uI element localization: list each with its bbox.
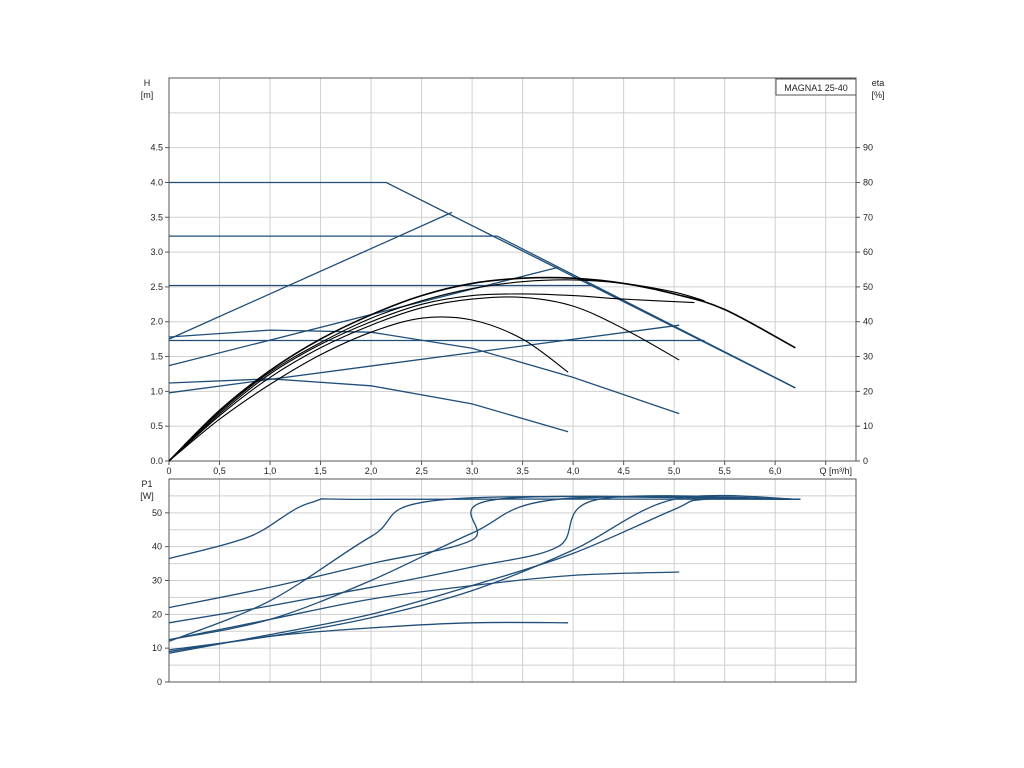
power-curve xyxy=(168,498,801,560)
head-efficiency-panel: 0.0 0.5 1.0 1.5 2.0 2.5 3.0 3.5 4.0 4.5 0 10 20 30 40 5… xyxy=(141,77,885,476)
x-tick-label: 0 xyxy=(166,466,171,476)
y2-axis-label: eta xyxy=(872,78,885,88)
y-tick-label: 1.5 xyxy=(150,352,163,362)
y-tick-label: 20 xyxy=(152,609,162,619)
x-tick-label: 3,0 xyxy=(466,466,479,476)
y2-tick-label: 70 xyxy=(863,212,873,222)
plot-frame xyxy=(168,77,857,462)
y2-tick-label: 90 xyxy=(863,143,873,153)
power-curve xyxy=(168,497,801,654)
title-box xyxy=(775,78,857,96)
head-curve xyxy=(168,329,680,415)
y2-tick-label: 80 xyxy=(863,177,873,187)
x-tick-label: 2,0 xyxy=(365,466,378,476)
y-tick-label: 3.0 xyxy=(150,247,163,257)
x-tick-label: 4,0 xyxy=(567,466,580,476)
x-tick-label: 4,5 xyxy=(617,466,630,476)
power-curve xyxy=(168,621,569,653)
y2-tick-label: 10 xyxy=(863,421,873,431)
y-tick-label: 0.0 xyxy=(150,456,163,466)
x-tick-label: 6,0 xyxy=(769,466,782,476)
y-tick-label: 3.5 xyxy=(150,212,163,222)
y-tick-label: 4.0 xyxy=(150,177,163,187)
chart-title: MAGNA1 25-40 xyxy=(784,83,848,93)
y-tick-label: 10 xyxy=(152,643,162,653)
y2-tick-label: 0 xyxy=(863,456,868,466)
y-axis-unit: [W] xyxy=(140,491,154,501)
power-curve xyxy=(168,496,801,641)
head-curve xyxy=(168,266,559,367)
x-tick-label: 5,0 xyxy=(668,466,681,476)
y2-tick-label: 60 xyxy=(863,247,873,257)
power-curve xyxy=(168,495,801,643)
y-tick-label: 50 xyxy=(152,508,162,518)
x-tick-label: 3,5 xyxy=(516,466,529,476)
x-axis-label: Q [m³/h] xyxy=(819,466,852,476)
y-axis-label: H xyxy=(144,78,151,88)
y2-tick-label: 40 xyxy=(863,317,873,327)
head-curve xyxy=(169,235,796,389)
efficiency-curve xyxy=(168,316,569,462)
efficiency-curve xyxy=(168,279,705,462)
head-curve xyxy=(169,284,796,389)
x-tick-label: 5,5 xyxy=(718,466,731,476)
power-panel: 0 10 20 30 40 50 P1 [W] xyxy=(140,478,857,687)
power-curve xyxy=(168,571,680,641)
y-tick-label: 40 xyxy=(152,542,162,552)
x-tick-label: 1,5 xyxy=(314,466,327,476)
y2-tick-label: 50 xyxy=(863,282,873,292)
x-tick-label: 0,5 xyxy=(213,466,226,476)
y-tick-label: 1.0 xyxy=(150,386,163,396)
y-tick-label: 0.5 xyxy=(150,421,163,431)
y2-tick-label: 20 xyxy=(863,386,873,396)
efficiency-curve xyxy=(168,296,680,462)
x-tick-label: 1,0 xyxy=(264,466,277,476)
y-tick-label: 2.0 xyxy=(150,317,163,327)
y-tick-label: 2.5 xyxy=(150,282,163,292)
head-curve xyxy=(168,211,453,340)
y-axis-label: P1 xyxy=(141,479,152,489)
y-axis-unit: [m] xyxy=(141,90,154,100)
efficiency-curve xyxy=(168,276,796,462)
y-tick-label: 4.5 xyxy=(150,143,163,153)
head-curve xyxy=(168,324,680,394)
efficiency-curve xyxy=(168,293,695,462)
y2-axis-unit: [%] xyxy=(871,90,884,100)
power-curve xyxy=(168,494,801,651)
x-tick-label: 2,5 xyxy=(415,466,428,476)
head-curve xyxy=(168,378,569,433)
y-tick-label: 0 xyxy=(157,677,162,687)
y-tick-label: 30 xyxy=(152,576,162,586)
y2-tick-label: 30 xyxy=(863,352,873,362)
